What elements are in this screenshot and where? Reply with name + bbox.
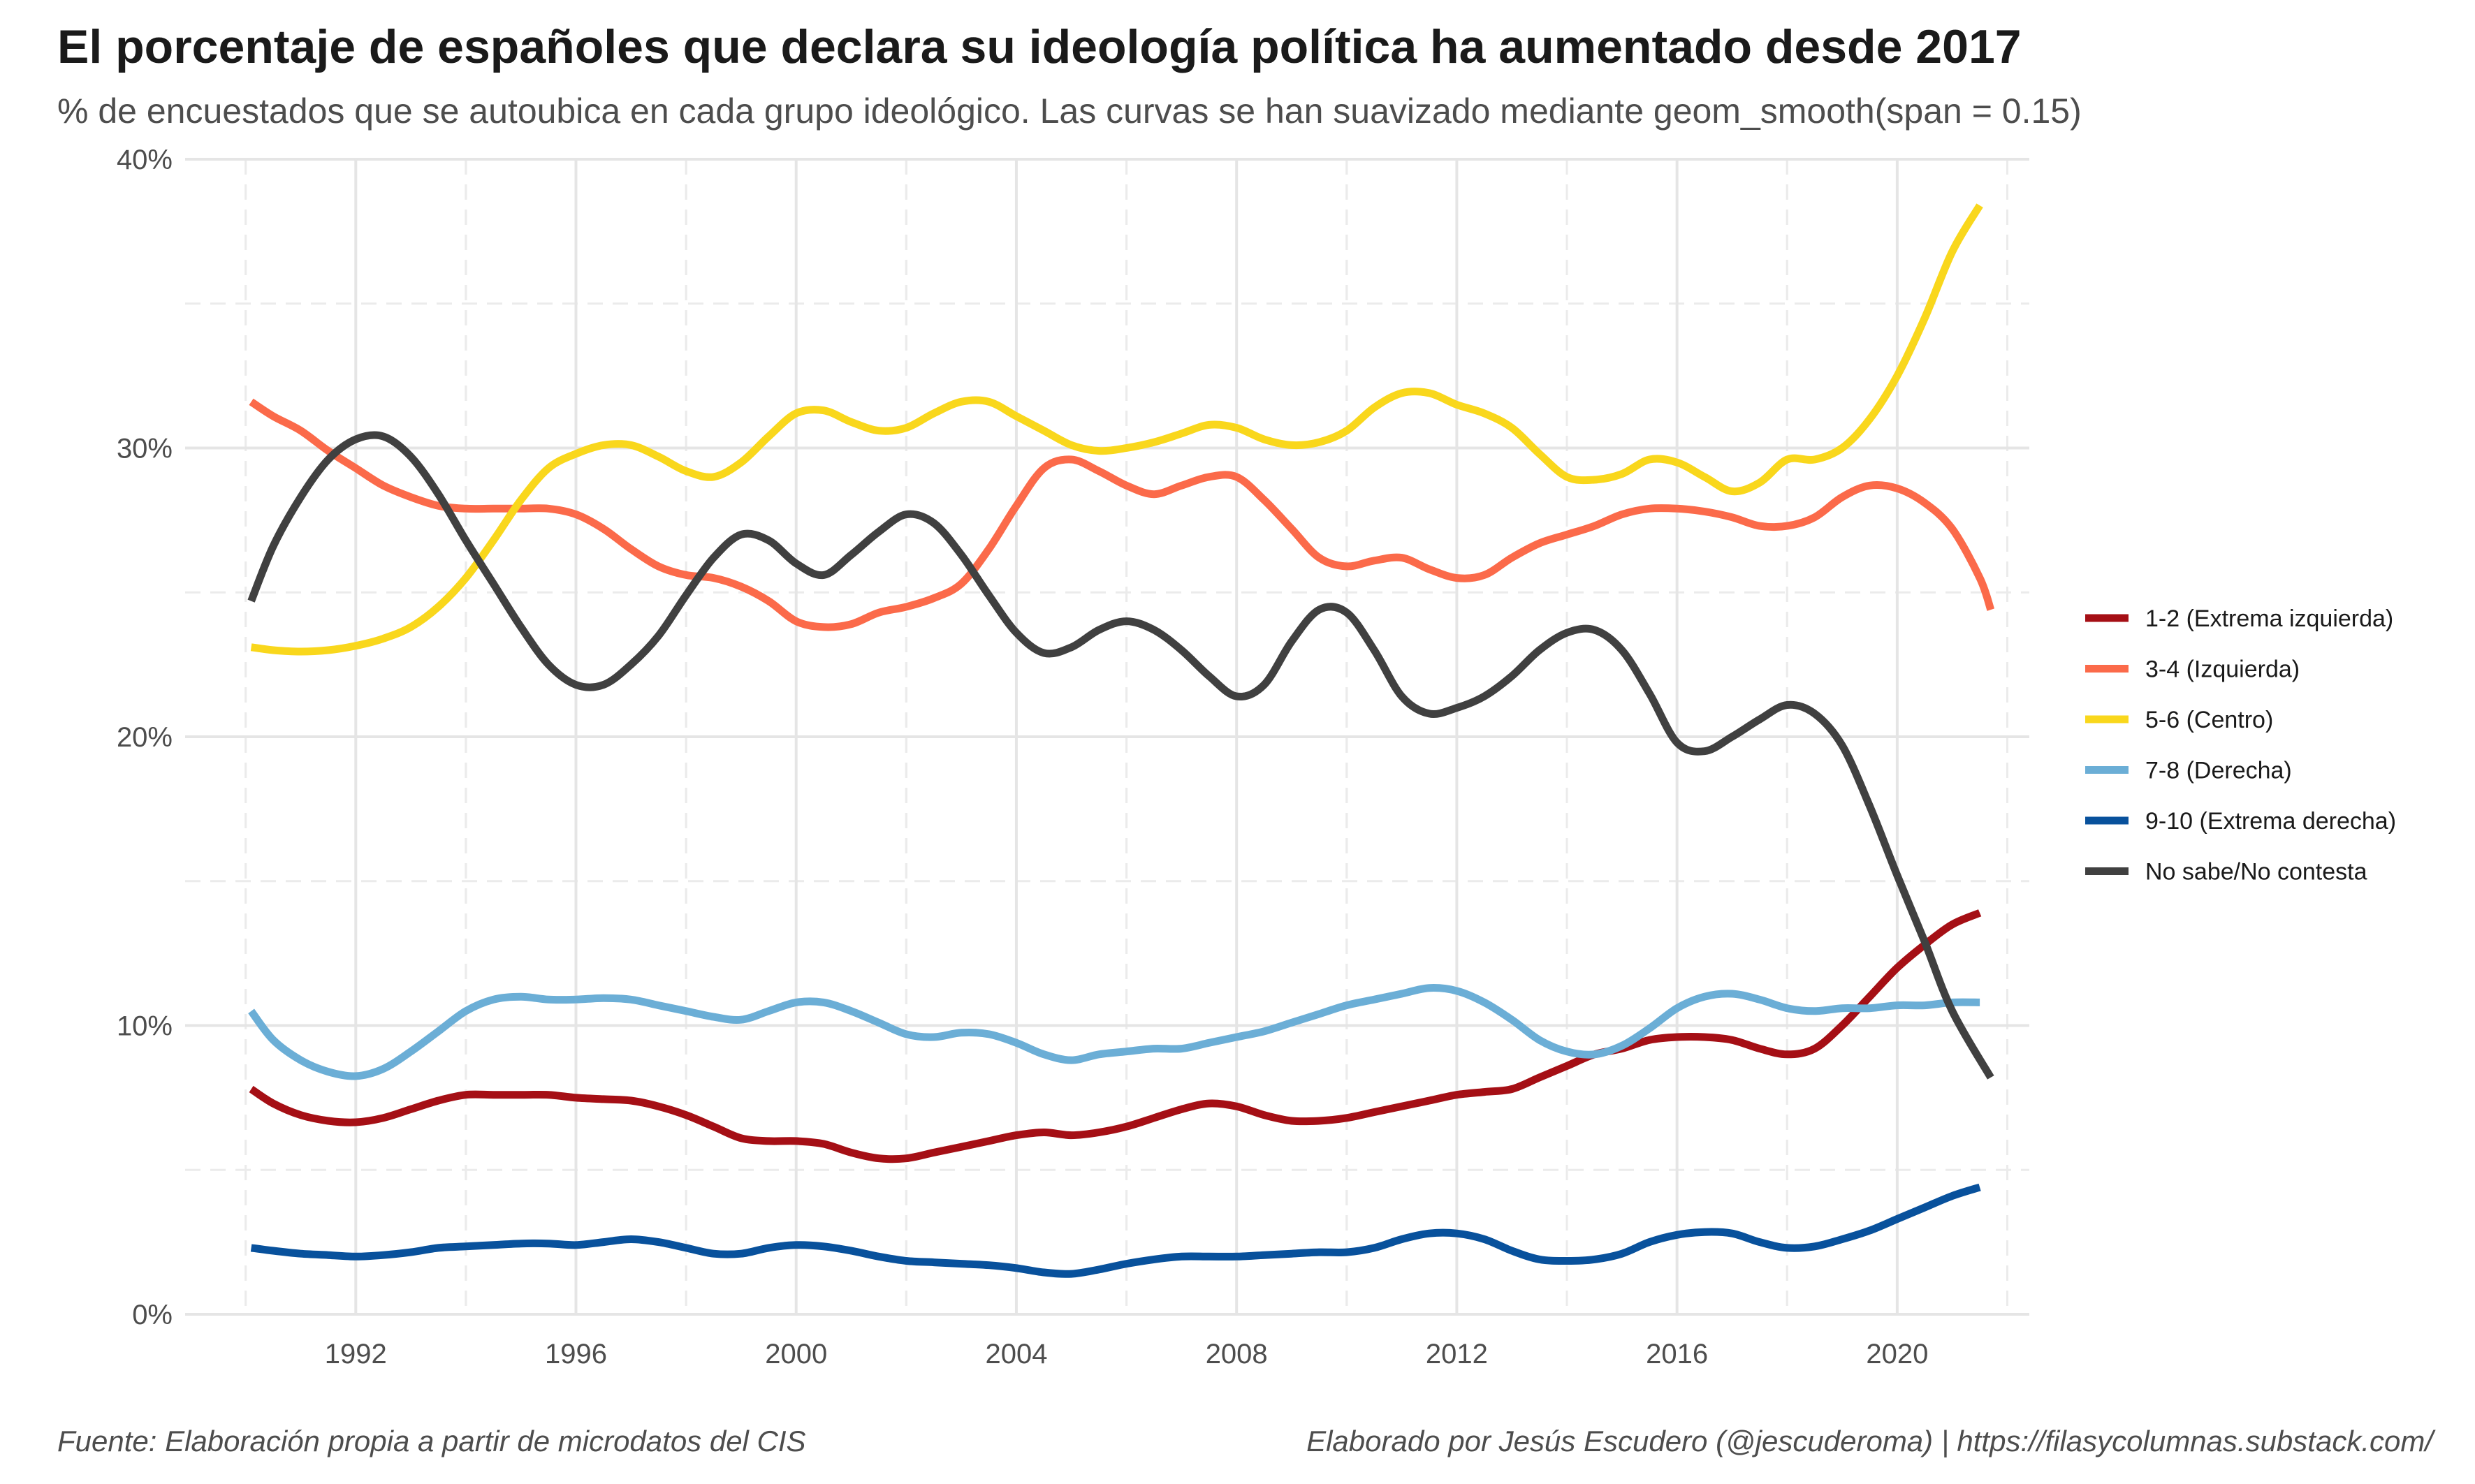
legend-label-1: 1-2 (Extrema izquierda): [2145, 605, 2393, 632]
series-line-5: [250, 1183, 1981, 1278]
legend-label-6: No sabe/No contesta: [2145, 859, 2367, 886]
legend-label-5: 9-10 (Extrema derecha): [2145, 808, 2396, 835]
series-line-6: [247, 431, 1994, 1080]
y-axis-tick-labels: 0% 10% 20% 30% 40%: [117, 145, 173, 1330]
x-tick-label: 1996: [545, 1339, 607, 1369]
x-axis-tick-labels: 1992 1996 2000 2004 2008 2012 2016 2020: [325, 1339, 1929, 1369]
author-caption: Elaborado por Jesús Escudero (@jescudero…: [1306, 1425, 2433, 1457]
y-tick-label: 10%: [117, 1011, 173, 1042]
series-line-2: [249, 398, 1995, 631]
x-tick-label: 2016: [1646, 1339, 1708, 1369]
x-tick-label: 2000: [765, 1339, 827, 1369]
x-tick-label: 2004: [985, 1339, 1047, 1369]
series-line-3: [250, 203, 1983, 656]
series-lines: [247, 203, 1995, 1278]
series-line-1: [249, 909, 1982, 1163]
legend: 1-2 (Extrema izquierda) 3-4 (Izquierda) 5-…: [2085, 605, 2396, 886]
major-gridlines: [185, 158, 2029, 1316]
x-tick-label: 2008: [1206, 1339, 1268, 1369]
series-line-4: [248, 984, 1980, 1080]
legend-label-4: 7-8 (Derecha): [2145, 758, 2292, 784]
x-tick-label: 2012: [1426, 1339, 1488, 1369]
source-caption: Fuente: Elaboración propia a partir de m…: [57, 1425, 806, 1457]
minor-gridlines: [185, 159, 2029, 1314]
x-tick-label: 1992: [325, 1339, 387, 1369]
chart-subtitle: % de encuestados que se autoubica en cad…: [57, 91, 2082, 131]
legend-label-3: 5-6 (Centro): [2145, 707, 2273, 733]
y-tick-label: 20%: [117, 722, 173, 753]
y-tick-label: 40%: [117, 145, 173, 175]
x-tick-label: 2020: [1866, 1339, 1928, 1369]
y-tick-label: 0%: [132, 1300, 173, 1330]
chart-title: El porcentaje de españoles que declara s…: [57, 20, 2022, 73]
y-tick-label: 30%: [117, 434, 173, 464]
legend-label-2: 3-4 (Izquierda): [2145, 656, 2300, 683]
